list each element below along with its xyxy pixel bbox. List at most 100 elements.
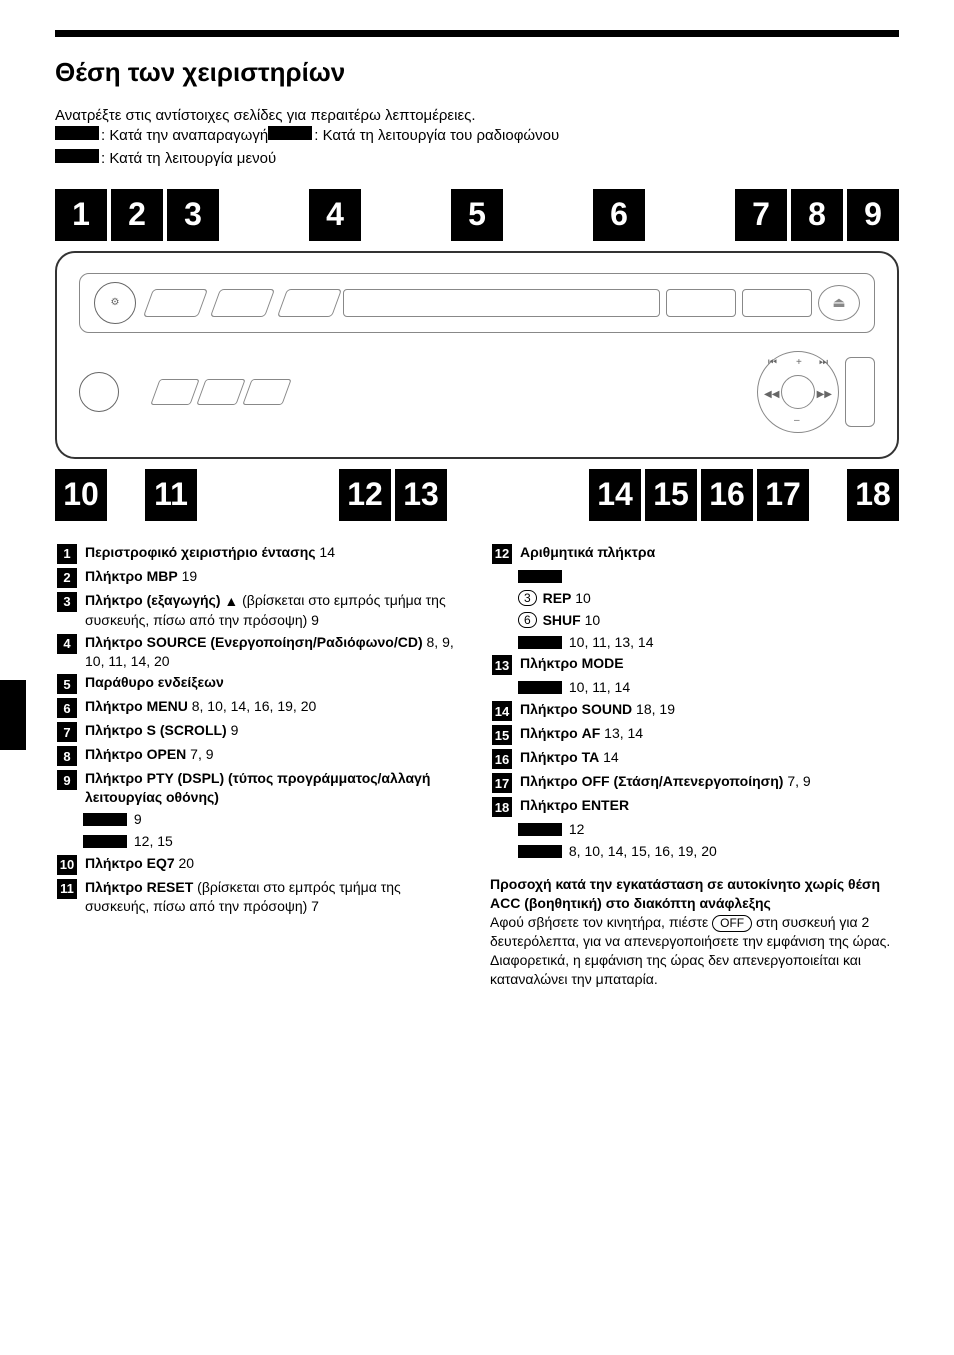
item-5-title: Παράθυρο ενδείξεων [85, 674, 224, 690]
item-14-title: Πλήκτρο SOUND [520, 701, 632, 717]
item-1-body: Περιστροφικό χειριστήριο έντασης 14 [85, 543, 464, 564]
cd-slot-row: ⚙ ⏏ [79, 273, 875, 333]
item-17-title: Πλήκτρο OFF (Στάση/Απενεργοποίηση) [520, 773, 783, 789]
shuf-label: SHUF [543, 612, 581, 628]
circled-3: 3 [518, 590, 537, 606]
callout-4: 4 [309, 189, 361, 241]
callout-2: 2 [111, 189, 163, 241]
off-button-label: OFF [712, 915, 752, 932]
circled-6: 6 [518, 612, 537, 628]
num-7: 7 [57, 722, 77, 742]
mode-box [518, 570, 562, 583]
legend-play: : Κατά την αναπαραγωγή [101, 126, 268, 146]
slot-seg [277, 289, 342, 317]
legend-box-play [55, 126, 99, 140]
item-9-title: Πλήκτρο PTY (DSPL) (τύπος προγράμματος/α… [85, 770, 430, 805]
callout-13: 13 [395, 469, 447, 521]
num-3: 3 [57, 592, 77, 612]
item-7-title: Πλήκτρο S (SCROLL) [85, 722, 227, 738]
num-13: 13 [492, 655, 512, 675]
mode-box [83, 813, 127, 826]
legend-box-menu [55, 149, 99, 163]
slim-button [845, 357, 875, 427]
display-window [343, 289, 660, 317]
callout-18: 18 [847, 469, 899, 521]
item-5-body: Παράθυρο ενδείξεων [85, 673, 464, 694]
num-16: 16 [492, 749, 512, 769]
callout-12: 12 [339, 469, 391, 521]
page-title: Θέση των χειριστηρίων [55, 55, 899, 90]
callout-11: 11 [145, 469, 197, 521]
item-13-title: Πλήκτρο MODE [520, 655, 624, 671]
controls-diagram: 1 2 3 4 5 6 7 8 9 ⚙ ⏏ [55, 189, 899, 521]
num-11: 11 [57, 879, 77, 899]
num-12: 12 [492, 544, 512, 564]
item-10-body: Πλήκτρο EQ7 20 [85, 854, 464, 875]
item-1-pages: 14 [316, 544, 335, 560]
callout-5: 5 [451, 189, 503, 241]
slot-seg [742, 289, 812, 317]
device-outline: ⚙ ⏏ ⏮ ⏭ ◀◀ ▶▶ – + [55, 251, 899, 459]
callout-8: 8 [791, 189, 843, 241]
item-7-pages: 9 [227, 722, 239, 738]
item-11-body: Πλήκτρο RESET (βρίσκεται στο εμπρός τμήμ… [85, 878, 464, 916]
callout-10: 10 [55, 469, 107, 521]
r15-p: 13, 14 [600, 725, 643, 741]
item-8-body: Πλήκτρο OPEN 7, 9 [85, 745, 464, 766]
caution-1a: Αφού σβήσετε τον κινητήρα, πιέστε [490, 914, 712, 930]
item-9-sub1: 9 [130, 811, 142, 827]
num-1: 1 [57, 544, 77, 564]
num-10: 10 [57, 855, 77, 875]
callout-16: 16 [701, 469, 753, 521]
shuf-pages: 10 [581, 612, 600, 628]
callout-9: 9 [847, 189, 899, 241]
r14-p: 18, 19 [632, 701, 675, 717]
legend-menu: : Κατά τη λειτουργία μενού [101, 149, 276, 169]
item-10-pages: 20 [175, 855, 194, 871]
item-4-title: Πλήκτρο SOURCE (Ενεργοποίηση/Ραδιόφωνο/C… [85, 634, 423, 650]
caution-block: Προσοχή κατά την εγκατάσταση σε αυτοκίνη… [490, 875, 899, 988]
slot-seg [210, 289, 275, 317]
rep-pages: 10 [571, 590, 590, 606]
item-1-title: Περιστροφικό χειριστήριο έντασης [85, 544, 316, 560]
callout-6: 6 [593, 189, 645, 241]
num-17: 17 [492, 773, 512, 793]
num-button [242, 379, 291, 405]
item-3-title: Πλήκτρο (εξαγωγής) [85, 592, 224, 608]
callout-14: 14 [589, 469, 641, 521]
small-knob-icon [79, 372, 119, 412]
item-18-title: Πλήκτρο ENTER [520, 797, 629, 813]
item-2-body: Πλήκτρο MBP 19 [85, 567, 464, 588]
r18-s2: 8, 10, 14, 15, 16, 19, 20 [565, 843, 717, 859]
item-2-pages: 19 [178, 568, 197, 584]
eject-triangle-icon: ▲ [224, 592, 238, 611]
callout-3: 3 [167, 189, 219, 241]
num-2: 2 [57, 568, 77, 588]
panel-row: ⏮ ⏭ ◀◀ ▶▶ – + [79, 351, 875, 433]
callout-1: 1 [55, 189, 107, 241]
r13-sub: 10, 11, 14 [565, 679, 630, 695]
num-button [196, 379, 245, 405]
item-12-title: Αριθμητικά πλήκτρα [520, 544, 655, 560]
item-9-sub2: 12, 15 [130, 833, 173, 849]
mode-box [518, 636, 562, 649]
r17-p: 7, 9 [783, 773, 810, 789]
r12-last: 10, 11, 13, 14 [565, 634, 653, 650]
item-6-pages: 8, 10, 14, 16, 19, 20 [188, 698, 316, 714]
item-8-pages: 7, 9 [186, 746, 213, 762]
intro-block: Ανατρέξτε στις αντίστοιχες σελίδες για π… [55, 106, 899, 169]
legend-radio: : Κατά τη λειτουργία του ραδιοφώνου [314, 126, 559, 146]
slot-seg [143, 289, 208, 317]
item-7-body: Πλήκτρο S (SCROLL) 9 [85, 721, 464, 742]
caution-head: Προσοχή κατά την εγκατάσταση σε αυτοκίνη… [490, 875, 899, 913]
mode-box [83, 835, 127, 848]
rep-label: REP [543, 590, 572, 606]
eject-icon: ⏏ [818, 285, 860, 321]
caution-2: Διαφορετικά, η εμφάνιση της ώρας δεν απε… [490, 951, 899, 989]
intro-line: Ανατρέξτε στις αντίστοιχες σελίδες για π… [55, 106, 899, 126]
item-10-title: Πλήκτρο EQ7 [85, 855, 175, 871]
item-6-body: Πλήκτρο MENU 8, 10, 14, 16, 19, 20 [85, 697, 464, 718]
mode-box [518, 681, 562, 694]
volume-knob-icon: ⚙ [94, 282, 136, 324]
top-rule [55, 30, 899, 37]
